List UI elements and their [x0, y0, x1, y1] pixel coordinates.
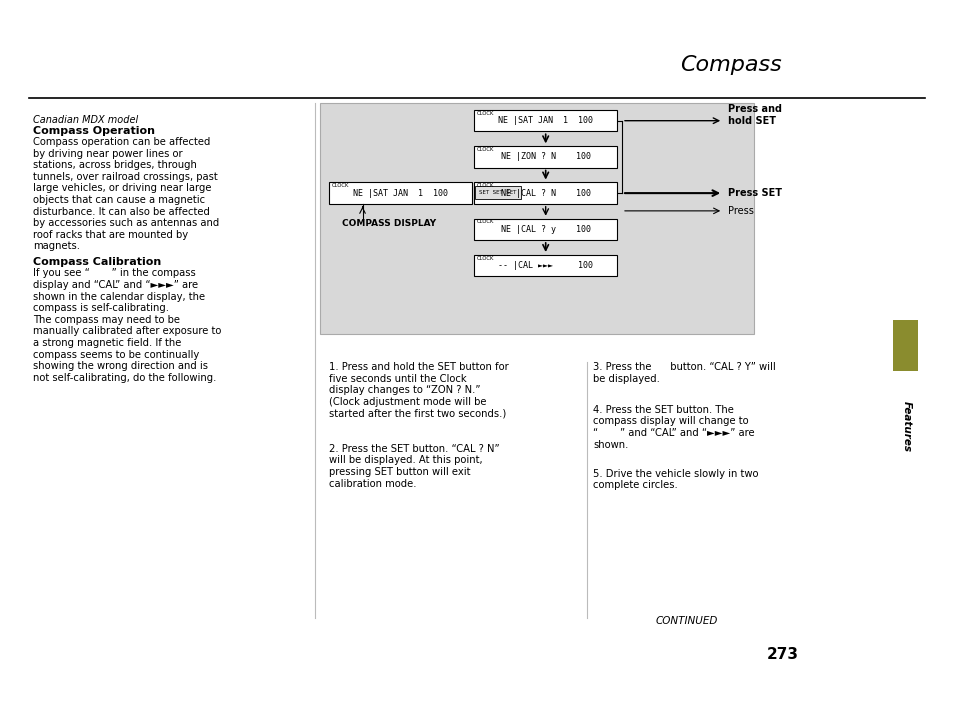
Bar [474, 146, 617, 168]
Text: CLOCK: CLOCK [332, 183, 349, 188]
Text: If you see “       ” in the compass
display and “CAL” and “►►►” are
shown in the: If you see “ ” in the compass display an… [33, 268, 221, 383]
Text: Canadian MDX model: Canadian MDX model [33, 115, 138, 125]
Text: NE |SAT JAN  1  100: NE |SAT JAN 1 100 [497, 116, 593, 125]
Text: CLOCK: CLOCK [476, 147, 494, 152]
Bar [329, 182, 472, 204]
Text: Press SET: Press SET [727, 188, 781, 198]
Text: COMPASS DISPLAY: COMPASS DISPLAY [341, 219, 436, 228]
Text: NE |CAL ? y    100: NE |CAL ? y 100 [500, 225, 590, 234]
Text: CLOCK: CLOCK [476, 111, 494, 116]
Text: SET  SET  SET: SET SET SET [478, 190, 517, 195]
Bar [475, 186, 520, 199]
Bar [474, 219, 617, 240]
Text: Compass Calibration: Compass Calibration [33, 257, 161, 267]
Text: -- |CAL ►►►     100: -- |CAL ►►► 100 [497, 261, 593, 270]
Text: NE |CAL ? N    100: NE |CAL ? N 100 [500, 189, 590, 197]
Text: 1. Press and hold the SET button for
five seconds until the Clock
display change: 1. Press and hold the SET button for fiv… [329, 362, 508, 418]
Text: Features: Features [901, 401, 910, 452]
Text: 3. Press the      button. “CAL ? Y” will
be displayed.: 3. Press the button. “CAL ? Y” will be d… [593, 362, 776, 383]
Text: Compass: Compass [679, 55, 781, 75]
Bar [474, 182, 617, 204]
Bar [474, 255, 617, 276]
Text: Press: Press [727, 206, 753, 216]
Text: CLOCK: CLOCK [476, 219, 494, 224]
Text: CLOCK: CLOCK [476, 183, 494, 188]
Text: 2. Press the SET button. “CAL ? N”
will be displayed. At this point,
pressing SE: 2. Press the SET button. “CAL ? N” will … [329, 444, 499, 488]
Text: Compass operation can be affected
by driving near power lines or
stations, acros: Compass operation can be affected by dri… [33, 137, 219, 251]
Bar [319, 103, 753, 334]
Text: CLOCK: CLOCK [476, 256, 494, 261]
Text: NE |ZON ? N    100: NE |ZON ? N 100 [500, 153, 590, 161]
Text: NE |SAT JAN  1  100: NE |SAT JAN 1 100 [353, 189, 448, 197]
Text: CONTINUED: CONTINUED [655, 616, 718, 626]
Text: 273: 273 [765, 647, 798, 662]
Text: 4. Press the SET button. The
compass display will change to
“       ” and “CAL” : 4. Press the SET button. The compass dis… [593, 405, 754, 449]
Text: Press and
hold SET: Press and hold SET [727, 104, 781, 126]
Bar [474, 110, 617, 131]
Text: Compass Operation: Compass Operation [33, 126, 155, 136]
Text: 5. Drive the vehicle slowly in two
complete circles.: 5. Drive the vehicle slowly in two compl… [593, 469, 758, 490]
Bar [892, 320, 917, 371]
